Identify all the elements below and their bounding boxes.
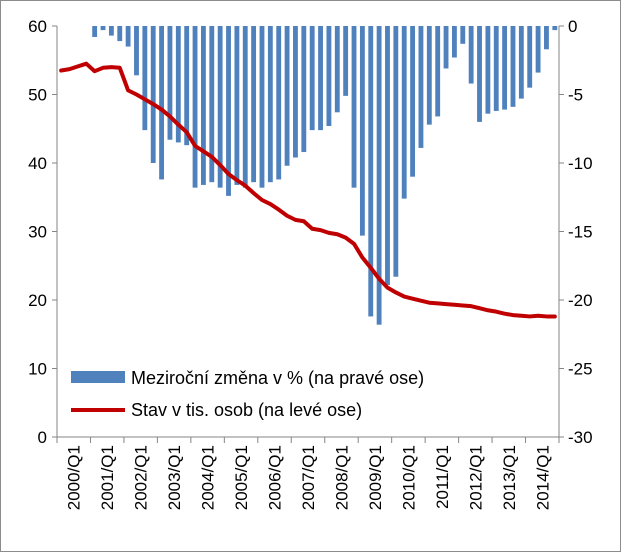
- right-tick-label: -20: [568, 291, 593, 310]
- line-series: [59, 61, 557, 319]
- bar: [368, 26, 374, 317]
- x-tick-label: 2010/Q1: [399, 445, 418, 510]
- bar: [251, 26, 257, 183]
- bar: [401, 26, 407, 199]
- bar: [184, 26, 190, 146]
- bar: [226, 26, 231, 196]
- bar: [217, 26, 223, 188]
- bar: [234, 26, 240, 185]
- bar: [410, 26, 416, 177]
- bar: [242, 26, 248, 188]
- legend: Meziroční změna v % (na pravé ose) Stav …: [71, 368, 424, 420]
- left-tick-label: 0: [38, 428, 47, 447]
- bar: [293, 26, 298, 158]
- legend-bar-swatch: [71, 371, 125, 383]
- bar: [343, 26, 349, 96]
- bar: [301, 26, 307, 153]
- bar: [443, 26, 449, 69]
- bar: [351, 26, 357, 188]
- right-tick-label: -5: [568, 86, 583, 105]
- x-tick-label: 2012/Q1: [466, 445, 485, 510]
- legend-bar-label: Meziroční změna v % (na pravé ose): [131, 368, 424, 388]
- right-tick-label: 0: [568, 17, 577, 36]
- bar: [267, 26, 273, 183]
- left-tick-label: 60: [28, 17, 47, 36]
- bar: [485, 26, 491, 114]
- x-tick-label: 2004/Q1: [199, 445, 218, 510]
- bar: [134, 26, 139, 76]
- bar: [284, 26, 290, 166]
- bar: [510, 26, 516, 107]
- x-tick-label: 2014/Q1: [533, 445, 552, 510]
- bar: [385, 26, 390, 285]
- bar: [502, 26, 508, 110]
- right-tick-label: -10: [568, 154, 593, 173]
- x-tick-label: 2013/Q1: [500, 445, 519, 510]
- left-tick-label: 40: [28, 154, 47, 173]
- x-tick-label: 2000/Q1: [65, 445, 84, 510]
- bar: [167, 26, 173, 140]
- bar: [318, 26, 323, 131]
- right-tick-label: -15: [568, 223, 593, 242]
- bar: [125, 26, 131, 47]
- x-tick-label: 2009/Q1: [366, 445, 385, 510]
- left-tick-label: 10: [28, 360, 47, 379]
- x-tick-label: 2007/Q1: [299, 445, 318, 510]
- bar: [159, 26, 165, 180]
- x-tick-label: 2008/Q1: [332, 445, 351, 510]
- bar: [200, 26, 206, 185]
- line-path: [59, 61, 557, 319]
- bar: [535, 26, 541, 73]
- bar: [334, 26, 340, 113]
- x-tick-label: 2002/Q1: [132, 445, 151, 510]
- bar: [276, 26, 282, 180]
- bar: [108, 26, 114, 36]
- x-tick-label: 2001/Q1: [98, 445, 117, 510]
- left-tick-label: 50: [28, 86, 47, 105]
- x-tick-label: 2011/Q1: [433, 445, 452, 509]
- bar: [460, 26, 466, 44]
- bar: [477, 26, 482, 122]
- bar: [435, 26, 441, 117]
- bar: [359, 26, 365, 236]
- bar-series: [92, 26, 558, 325]
- x-tick-label: 2005/Q1: [232, 445, 251, 510]
- bar: [418, 26, 424, 148]
- left-tick-label: 30: [28, 223, 47, 242]
- right-tick-label: -30: [568, 428, 593, 447]
- bar: [117, 26, 123, 42]
- bar: [209, 26, 215, 183]
- bar: [175, 26, 181, 143]
- legend-line-label: Stav v tis. osob (na levé ose): [131, 400, 362, 420]
- bar: [142, 26, 148, 131]
- bar: [309, 26, 315, 131]
- bar: [493, 26, 499, 111]
- left-tick-label: 20: [28, 291, 47, 310]
- x-tick-label: 2003/Q1: [165, 445, 184, 510]
- bar: [376, 26, 382, 325]
- bar: [100, 26, 106, 31]
- right-tick-label: -25: [568, 360, 593, 379]
- bar: [527, 26, 533, 88]
- x-tick-label: 2006/Q1: [266, 445, 285, 510]
- bar: [259, 26, 265, 188]
- bar: [426, 26, 432, 125]
- bar: [92, 26, 98, 37]
- bar: [326, 26, 332, 127]
- axes: 0 10 20 30 40 50 60 0 -5 -10 -15 -20 -25 -30 2000/Q1 20…: [28, 17, 593, 510]
- bar: [518, 26, 524, 99]
- bar: [552, 26, 558, 31]
- bar: [544, 26, 549, 50]
- bar: [192, 26, 198, 188]
- bar: [150, 26, 156, 163]
- bar: [468, 26, 474, 84]
- bar: [393, 26, 399, 277]
- bar: [451, 26, 457, 58]
